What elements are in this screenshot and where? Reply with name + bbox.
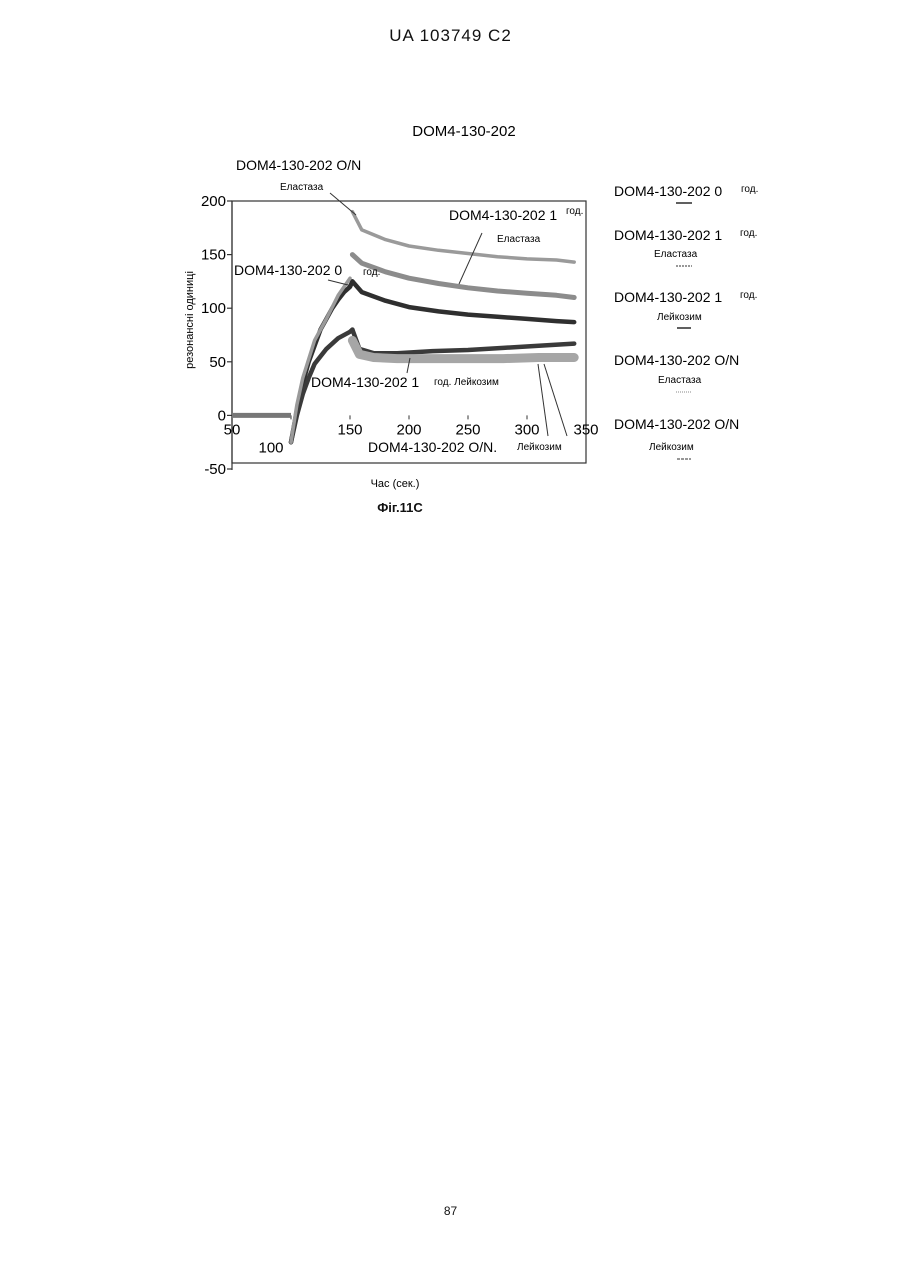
annotation-1h-elastase-sub: Еластаза <box>497 234 541 245</box>
legend-entry-1h-leukozyme-suffix: год. <box>740 290 757 301</box>
legend-entry-1h-elastase-label: DOM4-130-202 1 <box>614 227 722 243</box>
annotation-on-elastase-arrow <box>330 193 356 215</box>
y-axis-label: резонансні одиниці <box>184 271 196 369</box>
x-tick-label: 100 <box>258 439 283 456</box>
legend-entry-on-elastase-label: DOM4-130-202 O/N <box>614 352 739 368</box>
legend-entry-1h-elastase-suffix: год. <box>740 228 757 239</box>
x-tick-label: 50 <box>224 421 241 438</box>
x-tick-label: 350 <box>573 421 598 438</box>
y-tick-label: 50 <box>209 354 226 371</box>
legend-entry-1h-leukozyme-label: DOM4-130-202 1 <box>614 289 722 305</box>
legend-entry-on-leukozyme: DOM4-130-202 O/N Лейкозим <box>614 416 739 459</box>
figure-caption: Фіг.11С <box>0 500 800 515</box>
y-tick-label: -50 <box>204 461 226 478</box>
annotation-on-elastase-label: DOM4-130-202 O/N <box>236 157 361 173</box>
annotation-1h-elastase-suffix: год. <box>566 206 583 217</box>
legend-entry-1h-elastase: DOM4-130-202 1 год. Еластаза <box>614 227 757 266</box>
annotation-0h-suffix: год. <box>363 267 380 278</box>
legend-entry-0h: DOM4-130-202 0 год. <box>614 183 758 203</box>
x-tick-label: 300 <box>514 421 539 438</box>
legend-entry-1h-leukozyme: DOM4-130-202 1 год. Лейкозим <box>614 289 757 328</box>
annotation-0h-label: DOM4-130-202 0 <box>234 262 342 278</box>
x-tick-label: 250 <box>455 421 480 438</box>
legend-entry-on-elastase-sub: Еластаза <box>658 375 702 386</box>
annotation-on-leukozyme-arrow-b <box>544 364 567 436</box>
series-line-0 <box>291 281 352 442</box>
series-layer <box>232 212 574 443</box>
annotation-on-leukozyme-sub: Лейкозим <box>517 442 562 453</box>
x-axis-label: Час (сек.) <box>371 478 420 490</box>
annotation-on-elastase-sub: Еластаза <box>280 182 324 193</box>
annotation-1h-leukozyme-suffix: год. Лейкозим <box>434 377 499 388</box>
annotation-1h-leukozyme-label: DOM4-130-202 1 <box>311 374 419 390</box>
chart-title: DOM4-130-202 <box>412 123 515 140</box>
annotation-1h-elastase-label: DOM4-130-202 1 <box>449 207 557 223</box>
y-tick-label: 150 <box>201 247 226 264</box>
x-tick-label: 150 <box>337 421 362 438</box>
legend-entry-on-leukozyme-label: DOM4-130-202 O/N <box>614 416 739 432</box>
legend-entry-1h-leukozyme-sub: Лейкозим <box>657 312 702 323</box>
annotation-on-leukozyme-label: DOM4-130-202 O/N. <box>368 439 497 455</box>
legend: DOM4-130-202 0 год. DOM4-130-202 1 год. … <box>614 183 758 459</box>
chart-svg: DOM4-130-202 200150100500-50 50100150200… <box>0 0 901 540</box>
legend-entry-0h-suffix: год. <box>741 184 758 195</box>
legend-entry-0h-label: DOM4-130-202 0 <box>614 183 722 199</box>
legend-entry-1h-elastase-sub: Еластаза <box>654 249 698 260</box>
x-tick-label: 200 <box>396 421 421 438</box>
legend-entry-on-leukozyme-sub: Лейкозим <box>649 442 694 453</box>
page-number: 87 <box>0 1204 901 1218</box>
y-tick-label: 100 <box>201 300 226 317</box>
annotation-1h-elastase-arrow <box>459 233 482 284</box>
series-line-3 <box>291 278 350 442</box>
series-line-2-dissociation <box>352 330 574 354</box>
legend-entry-on-elastase: DOM4-130-202 O/N Еластаза <box>614 352 739 392</box>
y-tick-label: 200 <box>201 193 226 210</box>
